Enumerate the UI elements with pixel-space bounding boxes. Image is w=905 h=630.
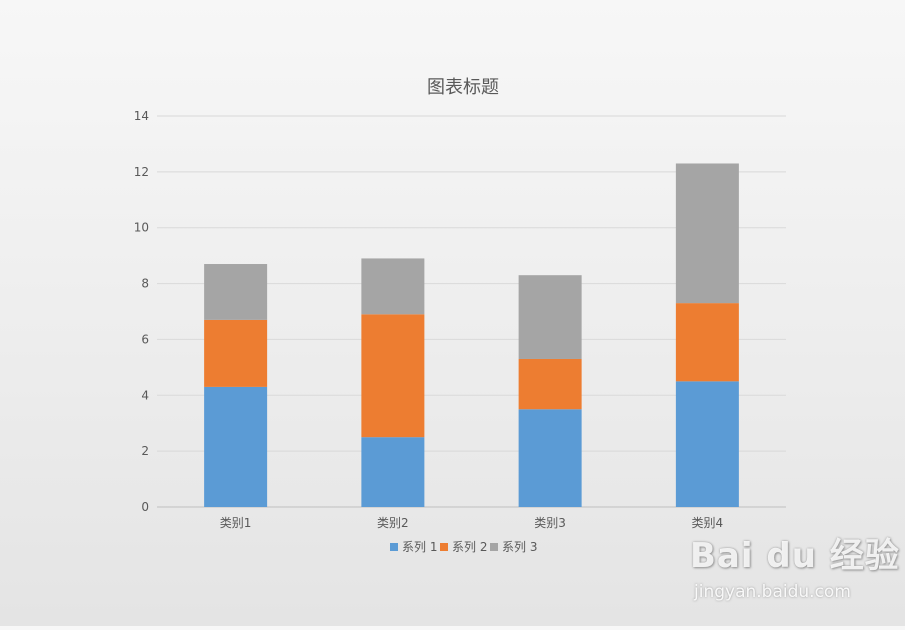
x-tick-label: 类别2: [377, 516, 409, 530]
legend: 系列 1 系列 2 系列 3: [390, 540, 537, 554]
y-tick-label: 8: [141, 277, 149, 291]
bar-series-3-category-1: [204, 264, 268, 320]
y-tick-label: 4: [141, 388, 149, 402]
bar-series-3-category-4: [675, 163, 739, 304]
bar-series-1-category-3: [518, 409, 582, 507]
bar-series-2-category-1: [204, 319, 268, 387]
x-tick-label: 类别1: [220, 516, 252, 530]
bar-series-1-category-2: [361, 437, 425, 507]
chart-title: 图表标题: [427, 77, 499, 98]
y-tick-label: 2: [141, 444, 149, 458]
y-tick-label: 14: [134, 109, 149, 123]
bar-series-2-category-3: [518, 358, 582, 410]
bars: [204, 163, 739, 507]
y-tick-label: 6: [141, 332, 149, 346]
legend-swatch: [490, 543, 498, 551]
x-tick-label: 类别3: [534, 516, 566, 530]
bar-series-1-category-1: [204, 386, 268, 507]
bar-series-3-category-3: [518, 275, 582, 359]
y-axis-ticks: 0 2 4 6 8 10 12 14: [134, 109, 149, 514]
legend-label: 系列 2: [452, 540, 487, 554]
legend-swatch: [440, 543, 448, 551]
bar-series-3-category-2: [361, 258, 425, 315]
y-tick-label: 10: [134, 221, 149, 235]
bar-series-1-category-4: [675, 381, 739, 507]
x-tick-label: 类别4: [692, 516, 724, 530]
y-tick-label: 12: [134, 165, 149, 179]
legend-swatch: [390, 543, 398, 551]
y-tick-label: 0: [141, 500, 149, 514]
legend-label: 系列 3: [502, 540, 537, 554]
legend-label: 系列 1: [402, 540, 437, 554]
bar-series-2-category-4: [675, 303, 739, 382]
bar-series-2-category-2: [361, 314, 425, 438]
x-axis-ticks: 类别1 类别2 类别3 类别4: [220, 516, 723, 530]
